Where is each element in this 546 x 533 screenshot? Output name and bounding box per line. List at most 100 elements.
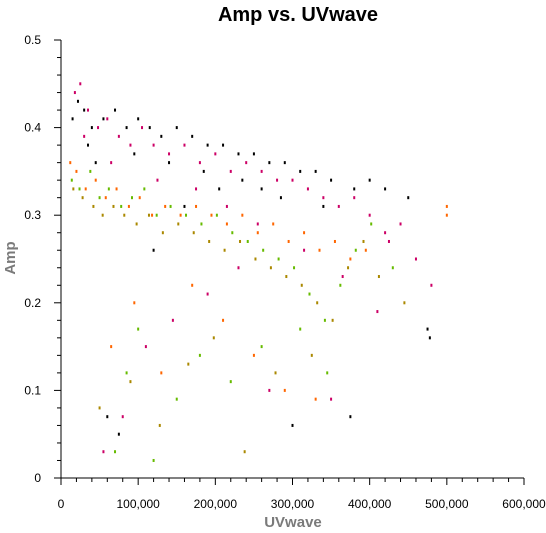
data-point (260, 169, 263, 173)
data-point (168, 152, 171, 156)
data-point (90, 126, 93, 130)
data-point (274, 371, 277, 375)
data-point (269, 266, 272, 270)
data-point (229, 380, 232, 384)
data-point (92, 204, 95, 208)
data-point (268, 388, 271, 392)
y-axis-ticks: 0 0.1 0.2 0.3 0.4 0.5 (24, 33, 61, 485)
data-point (222, 318, 225, 322)
data-point (110, 161, 113, 165)
data-point (115, 187, 118, 191)
data-point (89, 169, 92, 173)
chart-title: Amp vs. UVwave (218, 4, 378, 26)
data-point (368, 178, 371, 182)
data-point (117, 134, 120, 138)
data-point (169, 204, 172, 208)
data-point (101, 213, 104, 217)
data-point (225, 204, 228, 208)
data-point (414, 257, 417, 261)
x-tick-label: 600,000 (502, 497, 546, 511)
data-point (69, 161, 72, 165)
y-tick-label: 0.2 (24, 296, 41, 310)
data-point (225, 222, 228, 226)
data-point (125, 126, 128, 130)
data-point (215, 213, 218, 217)
data-point (246, 239, 249, 243)
data-point (341, 275, 344, 279)
data-point (231, 231, 234, 235)
data-point (208, 239, 211, 243)
data-point (376, 310, 379, 314)
data-point (445, 213, 448, 217)
data-point (364, 248, 367, 252)
data-point (183, 204, 186, 208)
data-point (94, 161, 97, 165)
data-point (403, 301, 406, 305)
data-point (98, 196, 101, 200)
data-point (195, 204, 198, 208)
data-point (155, 213, 158, 217)
data-point (316, 301, 319, 305)
x-tick-label: 100,000 (116, 497, 160, 511)
data-point (330, 397, 333, 401)
data-point (125, 371, 128, 375)
data-point (299, 327, 302, 331)
data-point (206, 292, 209, 296)
data-point (206, 143, 209, 147)
data-point (318, 248, 321, 252)
data-point (229, 169, 232, 173)
data-point (353, 196, 356, 200)
data-point (175, 397, 178, 401)
data-point (133, 301, 136, 305)
data-point (83, 108, 86, 112)
data-point (200, 222, 203, 226)
data-point (127, 204, 130, 208)
data-point (426, 327, 429, 331)
data-point (198, 161, 201, 165)
data-point (152, 248, 155, 252)
data-point (195, 187, 198, 191)
x-tick-label: 300,000 (271, 497, 315, 511)
data-point (260, 345, 263, 349)
data-point (291, 178, 294, 182)
data-point (191, 283, 194, 287)
data-point (75, 169, 78, 173)
x-axis-title: UVwave (264, 514, 322, 531)
data-point (121, 415, 124, 419)
x-tick-label: 400,000 (348, 497, 392, 511)
data-point (349, 415, 352, 419)
data-point (285, 275, 288, 279)
data-point (272, 222, 275, 226)
data-point (322, 196, 325, 200)
data-point (160, 134, 163, 138)
data-point (310, 353, 313, 357)
data-point (177, 222, 180, 226)
data-point (293, 266, 296, 270)
data-point (399, 222, 402, 226)
data-point (291, 423, 294, 427)
data-point (98, 406, 101, 410)
data-point (303, 248, 306, 252)
data-point (112, 204, 115, 208)
data-point (430, 283, 433, 287)
data-point (306, 187, 309, 191)
data-point (239, 239, 242, 243)
data-point (117, 432, 120, 436)
data-point (339, 283, 342, 287)
data-point (185, 213, 188, 217)
data-point (391, 266, 394, 270)
data-point (79, 82, 82, 86)
data-point (141, 126, 144, 130)
x-axis-ticks: 0 100,000 200,000 300,000 400,000 500,000 600,… (58, 478, 546, 511)
data-point (323, 318, 326, 322)
data-point (347, 266, 350, 270)
data-point (171, 318, 174, 322)
data-point (148, 126, 151, 130)
data-point (78, 187, 81, 191)
data-point (83, 134, 86, 138)
data-point (260, 187, 263, 191)
data-point (384, 187, 387, 191)
data-point (377, 275, 380, 279)
data-point (387, 239, 390, 243)
data-point (279, 196, 282, 200)
